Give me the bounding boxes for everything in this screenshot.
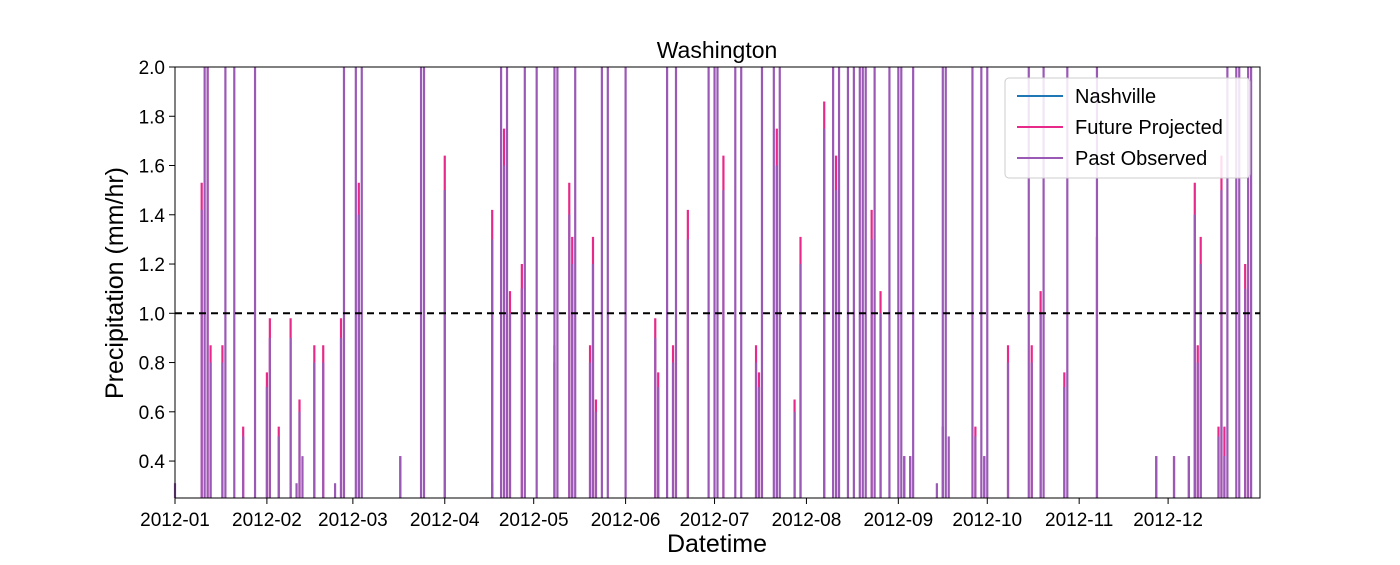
x-tick-label: 2012-11 (1045, 510, 1113, 531)
x-tick-label: 2012-08 (772, 510, 842, 531)
y-tick-label: 1.8 (139, 107, 165, 128)
y-tick-label: 2.0 (139, 58, 165, 79)
x-tick-label: 2012-02 (232, 510, 302, 531)
x-tick-label: 2012-04 (410, 510, 480, 531)
y-tick-label: 1.0 (139, 304, 165, 325)
x-tick-label: 2012-07 (680, 510, 750, 531)
legend-label: Past Observed (1075, 148, 1207, 170)
x-tick-label: 2012-12 (1133, 510, 1203, 531)
plot-frame (174, 66, 1261, 499)
x-axis-label: Datetime (667, 530, 767, 558)
chart-title: Washington (657, 37, 778, 63)
legend-label: Nashville (1075, 86, 1156, 108)
y-tick-label: 0.4 (139, 452, 166, 473)
plot-area (173, 67, 1253, 498)
y-tick-label: 1.4 (139, 206, 166, 227)
legend: Nashville Future Projected Past Observed (1004, 77, 1251, 179)
y-axis-label: Precipitation (mm/hr) (101, 167, 129, 399)
x-axis: 2012-01 2012-02 2012-03 2012-04 2012-05 2012-… (140, 498, 1203, 531)
x-tick-label: 2012-06 (591, 510, 661, 531)
x-tick-label: 2012-03 (318, 510, 388, 531)
legend-box (1004, 77, 1251, 179)
y-axis: 0.4 0.6 0.8 1.0 1.2 1.4 1.6 1.8 2.0 (139, 58, 175, 473)
x-tick-label: 2012-05 (499, 510, 569, 531)
x-tick-label: 2012-10 (952, 510, 1022, 531)
x-tick-label: 2012-01 (140, 510, 210, 531)
y-tick-label: 1.2 (139, 255, 165, 276)
x-tick-label: 2012-09 (863, 510, 933, 531)
y-tick-label: 0.6 (139, 403, 165, 424)
y-tick-label: 1.6 (139, 157, 165, 178)
legend-label: Future Projected (1075, 117, 1223, 139)
series-past-observed (173, 67, 1253, 498)
y-tick-label: 0.8 (139, 354, 165, 375)
